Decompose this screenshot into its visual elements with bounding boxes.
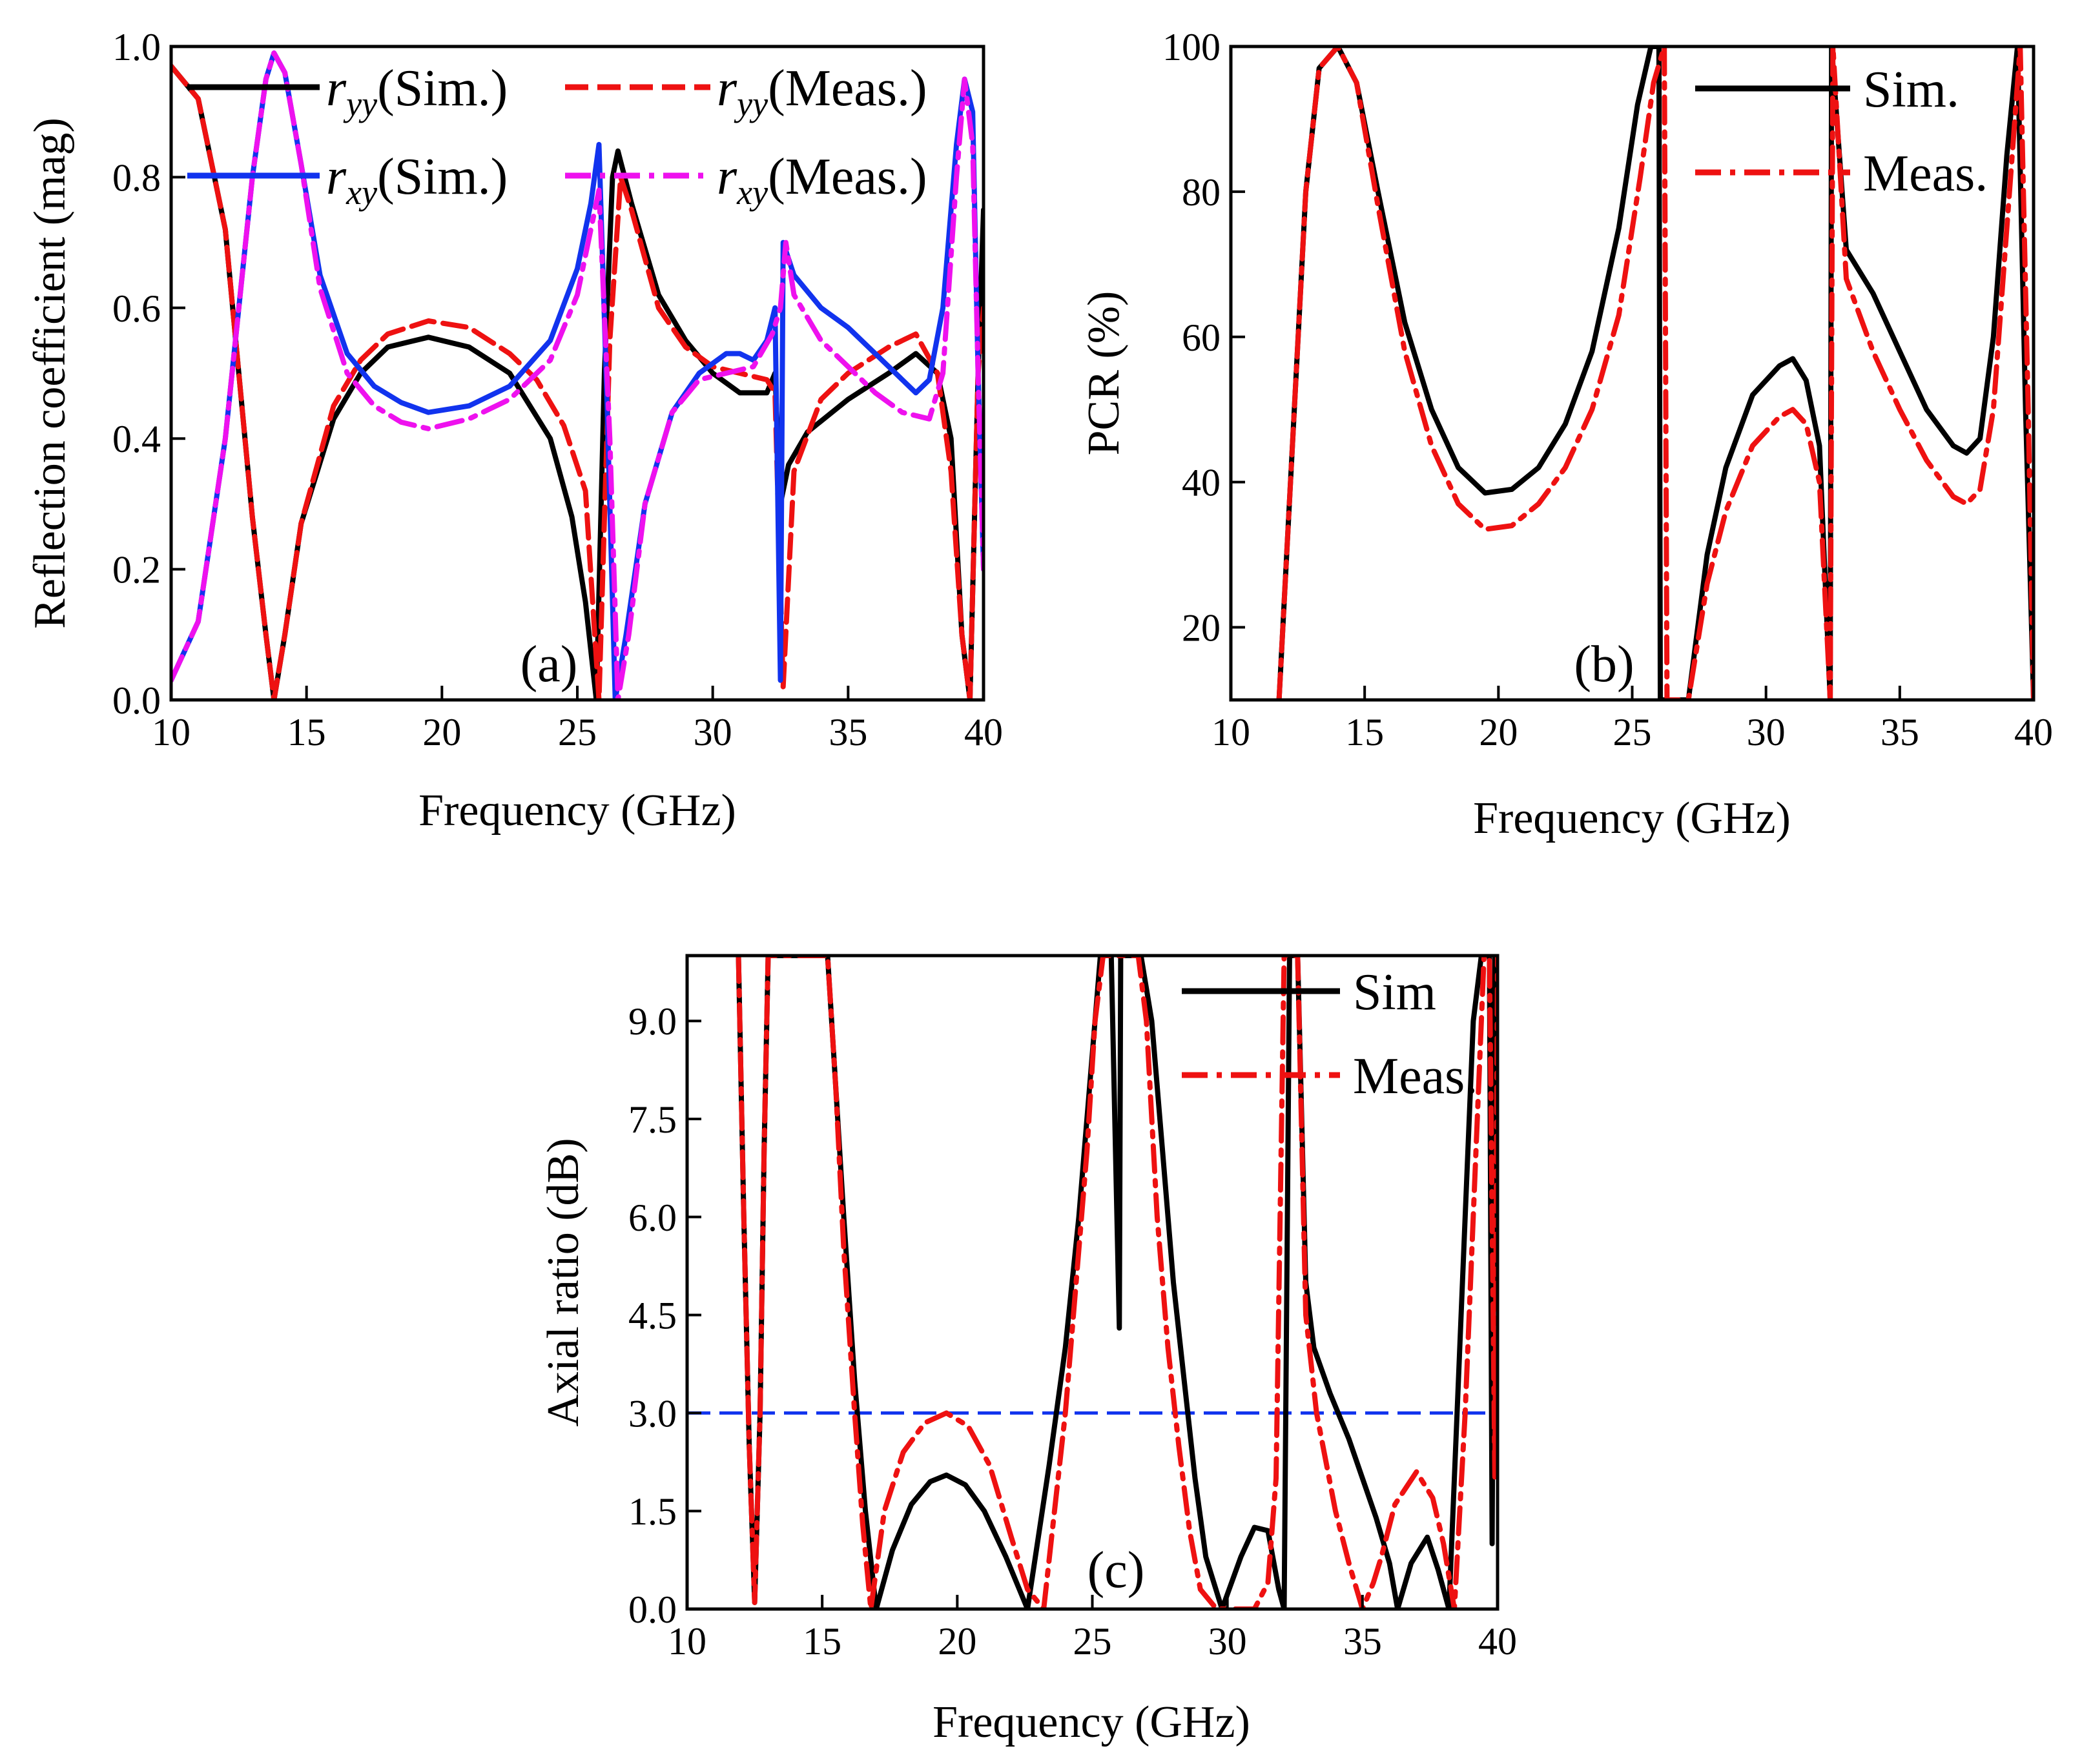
panel-a-y-axis-title: Reflection coefficient (mag): [25, 118, 75, 629]
panel-a-legend-subscript: yy: [343, 85, 377, 123]
panel-b-x-tick-label: 15: [1345, 711, 1384, 754]
panel-b-x-tick-label: 10: [1211, 711, 1250, 754]
panel-a-legend-rest: (Sim.): [377, 149, 508, 205]
panel-a-x-tick-label: 40: [964, 711, 1003, 754]
panel-a-x-tick-label: 15: [287, 711, 326, 754]
panel-a-x-axis-title: Frequency (GHz): [418, 786, 736, 836]
panel-c-x-tick-label: 40: [1478, 1620, 1517, 1663]
panel-c-y-tick-label: 9.0: [628, 1000, 677, 1043]
panel-b-label: (b): [1574, 636, 1634, 693]
panel-a-y-tick-label: 1.0: [112, 26, 161, 68]
panel-a-legend-subscript: xy: [736, 173, 768, 212]
panel-c-x-axis-title: Frequency (GHz): [933, 1697, 1250, 1747]
panel-b-x-tick-label: 20: [1479, 711, 1518, 754]
panel-a-x-tick-label: 25: [558, 711, 597, 754]
panel-c-legend-label: Sim: [1353, 964, 1436, 1021]
panel-c-y-axis-title: Axial ratio (dB): [539, 1138, 588, 1426]
panel-a-y-tick-label: 0.0: [112, 679, 161, 722]
panel-b-x-tick-label: 25: [1613, 711, 1652, 754]
panel-a-legend-subscript: xy: [345, 173, 377, 212]
panel-a-legend-rest: (Meas.): [768, 60, 927, 117]
panel-a-x-tick-label: 10: [152, 711, 191, 754]
panel-c-x-tick-label: 35: [1343, 1620, 1382, 1663]
panel-b-y-tick-label: 80: [1182, 171, 1221, 214]
panel-b-x-tick-label: 40: [2014, 711, 2053, 754]
panel-c-x-tick-label: 30: [1208, 1620, 1247, 1663]
panel-a-label: (a): [520, 636, 578, 693]
panel-b-y-tick-label: 60: [1182, 316, 1221, 359]
panel-b-series-meas: [1276, 46, 2034, 700]
panel-a-legend-subscript: yy: [734, 85, 768, 123]
panel-a-legend: ryy(Sim.) ryy(Meas.)rxy(Sim.) rxy(Meas.): [187, 60, 927, 212]
panel-b-legend-label: Sim.: [1863, 61, 1959, 118]
panel-b-legend: Sim. Meas.: [1695, 61, 1988, 202]
panel-b-y-axis-title: PCR (%): [1079, 291, 1129, 456]
panel-c-x-tick-label: 25: [1073, 1620, 1112, 1663]
panel-a-legend-label: rxy(Sim.): [326, 149, 508, 212]
panel-c-legend: Sim Meas.: [1182, 964, 1478, 1105]
panel-a-legend-rest: (Sim.): [377, 60, 508, 117]
panel-a-legend-label: rxy(Meas.): [717, 149, 927, 212]
panel-a-chart: 10 15 20 25 30 35 40 0.0 0.2 0.4 0.6 0.8 1.0 Frequen…: [25, 26, 1003, 836]
panel-c-series-sim: [736, 956, 1498, 1609]
panel-c-chart: 10 15 20 25 30 35 40 0.0 1.5 3.0 4.5 6.0 7.5 9.0 Freq…: [539, 954, 1517, 1747]
panel-c-x-tick-label: 15: [803, 1620, 841, 1663]
panel-c-series-meas: [736, 956, 1498, 1609]
panel-b-chart: 10 15 20 25 30 35 40 20 40 60 80 100 Frequency (GHz…: [1079, 26, 2053, 843]
panel-a-legend-rest: (Meas.): [768, 149, 927, 205]
panel-a-x-tick-label: 20: [422, 711, 461, 754]
panel-a-y-tick-label: 0.8: [112, 156, 161, 199]
panel-a-y-tick-label: 0.6: [112, 287, 161, 330]
panel-c-y-tick-label: 6.0: [628, 1196, 677, 1239]
panel-b-series-sim: [1276, 46, 2034, 700]
panel-b-x-tick-label: 35: [1881, 711, 1919, 754]
panel-c-y-tick-label: 0.0: [628, 1588, 677, 1631]
panel-a-y-tick-label: 0.4: [112, 418, 161, 460]
panel-b-y-tick-label: 20: [1182, 607, 1221, 650]
panel-a-legend-symbol: r: [717, 149, 737, 205]
panel-c-x-tick-label: 10: [668, 1620, 706, 1663]
panel-a-legend-label: ryy(Meas.): [717, 60, 927, 123]
panel-a-plot-frame: [169, 45, 985, 702]
panel-a-legend-label: ryy(Sim.): [326, 60, 508, 123]
panel-c-legend-label: Meas.: [1353, 1048, 1478, 1105]
panel-a-x-tick-label: 35: [829, 711, 867, 754]
panel-b-y-tick-label: 40: [1182, 462, 1221, 504]
panel-c-y-tick-label: 4.5: [628, 1295, 677, 1337]
panel-a-legend-symbol: r: [717, 60, 737, 117]
panel-c-label: (c): [1087, 1542, 1145, 1599]
panel-c-x-tick-label: 20: [938, 1620, 976, 1663]
panel-a-y-tick-label: 0.2: [112, 549, 161, 591]
panel-b-x-axis-title: Frequency (GHz): [1473, 794, 1791, 843]
panel-a-legend-symbol: r: [326, 60, 347, 117]
panel-b-y-tick-label: 100: [1162, 26, 1221, 68]
panel-a-series-r-xy-meas: [171, 50, 984, 700]
panel-a-x-tick-label: 30: [694, 711, 732, 754]
panel-c-y-tick-label: 1.5: [628, 1490, 677, 1533]
panel-c-y-tick-label: 3.0: [628, 1392, 677, 1435]
panel-b-legend-label: Meas.: [1863, 145, 1988, 202]
panel-b-x-tick-label: 30: [1747, 711, 1786, 754]
panel-a-series-r-yy-meas: [171, 63, 984, 700]
panel-c-y-tick-label: 7.5: [628, 1098, 677, 1141]
panel-a-legend-symbol: r: [326, 149, 347, 205]
